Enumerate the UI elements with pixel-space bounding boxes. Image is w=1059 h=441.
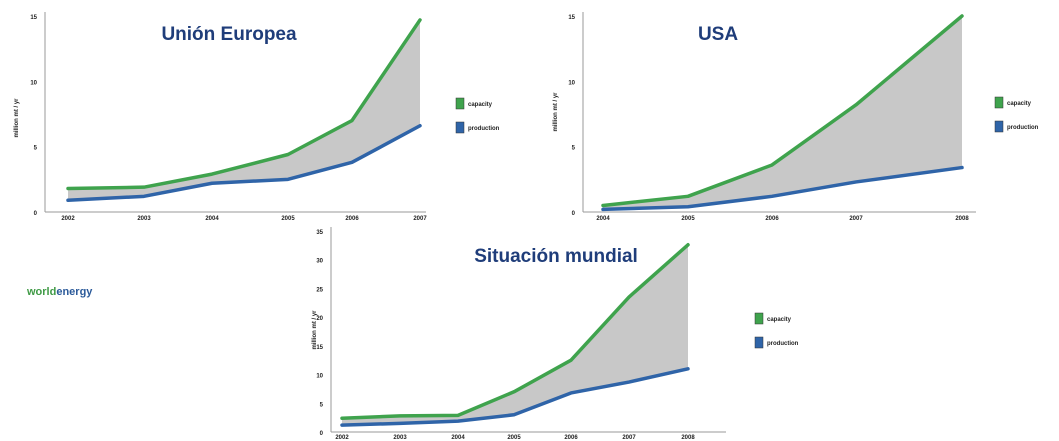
y-tick-label: 15 [316, 345, 323, 351]
y-tick-label: 0 [320, 431, 324, 437]
x-tick-label: 2003 [137, 216, 151, 222]
capacity-legend-label: capacity [767, 317, 792, 323]
production-line [601, 165, 964, 212]
production-legend-label: production [767, 341, 799, 347]
x-tick-label: 2007 [622, 435, 636, 441]
production-legend-swatch [455, 121, 465, 134]
y-tick-label: 15 [568, 15, 575, 21]
legend: capacity production [994, 96, 1039, 133]
logo-text-world: world [27, 286, 57, 298]
y-axis-label: million mt / yr [312, 310, 318, 350]
capacity-legend-label: capacity [1007, 101, 1032, 107]
production-line [340, 367, 690, 427]
y-tick-label: 10 [316, 374, 323, 380]
y-axis-label: million mt / yr [14, 98, 20, 138]
legend: capacity production [455, 97, 500, 134]
x-tick-label: 2006 [765, 216, 779, 222]
capacity-line [66, 18, 422, 191]
y-tick-label: 0 [34, 211, 38, 217]
chart-title: USA [698, 24, 738, 45]
gap-area [603, 16, 962, 210]
gap-area [342, 244, 688, 426]
y-tick-label: 0 [572, 211, 576, 217]
chart-1: 0 5 10 15 2004 2005 2006 2007 2008 million mt / y… [553, 12, 1039, 222]
chart-0: 0 5 10 15 2002 2003 2004 2005 2006 2007 million mt… [14, 12, 500, 222]
capacity-legend-swatch [994, 96, 1004, 109]
x-tick-label: 2004 [205, 216, 219, 222]
y-tick-label: 25 [316, 287, 323, 293]
chart-title: Unión Europea [161, 24, 297, 45]
x-tick-label: 2005 [681, 216, 695, 222]
legend: capacity production [754, 312, 799, 349]
capacity-legend-swatch [455, 97, 465, 110]
x-tick-label: 2008 [955, 216, 969, 222]
capacity-legend-swatch [754, 312, 764, 325]
y-tick-label: 20 [316, 316, 323, 322]
x-tick-label: 2005 [281, 216, 295, 222]
chart-title: Situación mundial [474, 246, 638, 267]
worldenergy-logo: worldenergy [27, 286, 92, 298]
x-tick-label: 2005 [507, 435, 521, 441]
x-tick-label: 2004 [451, 435, 465, 441]
production-legend-swatch [994, 120, 1004, 133]
x-tick-label: 2006 [564, 435, 578, 441]
y-tick-label: 30 [316, 259, 323, 265]
y-tick-label: 5 [34, 146, 38, 152]
logo-text-energy: energy [56, 286, 93, 298]
production-legend-label: production [468, 126, 500, 132]
y-tick-label: 10 [568, 80, 575, 86]
production-line [66, 124, 422, 202]
x-tick-label: 2008 [681, 435, 695, 441]
x-tick-label: 2003 [393, 435, 407, 441]
x-tick-label: 2002 [61, 216, 75, 222]
x-tick-label: 2002 [335, 435, 349, 441]
production-legend-swatch [754, 336, 764, 349]
y-tick-label: 5 [320, 402, 324, 408]
y-axis-label: million mt / yr [553, 92, 559, 132]
capacity-legend-label: capacity [468, 102, 493, 108]
y-tick-label: 35 [316, 230, 323, 236]
y-tick-label: 15 [30, 15, 37, 21]
x-tick-label: 2004 [596, 216, 610, 222]
x-tick-label: 2007 [849, 216, 863, 222]
x-tick-label: 2007 [413, 216, 427, 222]
chart-2: 0 5 10 15 20 25 30 35 2002 2003 2004 2005 2006 2007 20… [312, 227, 799, 441]
y-tick-label: 10 [30, 80, 37, 86]
capacity-line [601, 14, 964, 208]
x-tick-label: 2006 [345, 216, 359, 222]
gap-area [68, 19, 420, 201]
capacity-line [340, 243, 690, 420]
y-tick-label: 5 [572, 146, 576, 152]
production-legend-label: production [1007, 125, 1039, 131]
